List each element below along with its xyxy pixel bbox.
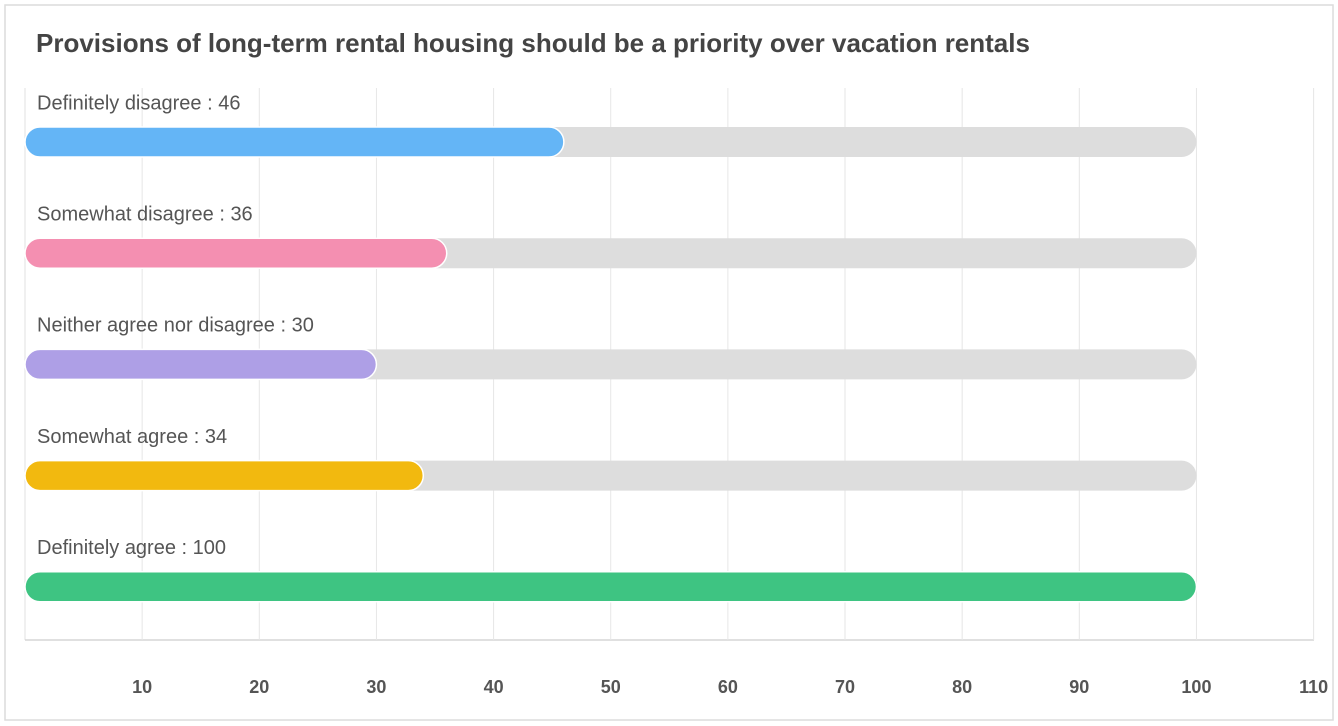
bar-label: Neither agree nor disagree : 30 <box>37 315 314 337</box>
x-tick-label: 80 <box>952 677 972 697</box>
bar <box>24 126 565 158</box>
bar-label: Definitely agree : 100 <box>37 537 226 559</box>
x-tick-label: 50 <box>601 677 621 697</box>
chart-title: Provisions of long-term rental housing s… <box>36 28 1030 58</box>
x-tick-label: 10 <box>132 677 152 697</box>
x-tick-label: 30 <box>366 677 386 697</box>
x-tick-label: 40 <box>484 677 504 697</box>
bar-label: Definitely disagree : 46 <box>37 92 240 114</box>
x-tick-label: 20 <box>249 677 269 697</box>
bar <box>24 237 448 269</box>
x-tick-label: 90 <box>1069 677 1089 697</box>
bar-label: Somewhat agree : 34 <box>37 426 227 448</box>
x-tick-label: 110 <box>1299 677 1328 697</box>
x-tick-label: 70 <box>835 677 855 697</box>
bar-label: Somewhat disagree : 36 <box>37 203 253 225</box>
x-tick-label: 60 <box>718 677 738 697</box>
bar <box>24 348 378 381</box>
bar <box>24 571 1198 603</box>
x-tick-label: 100 <box>1181 677 1211 697</box>
bar <box>24 459 425 492</box>
